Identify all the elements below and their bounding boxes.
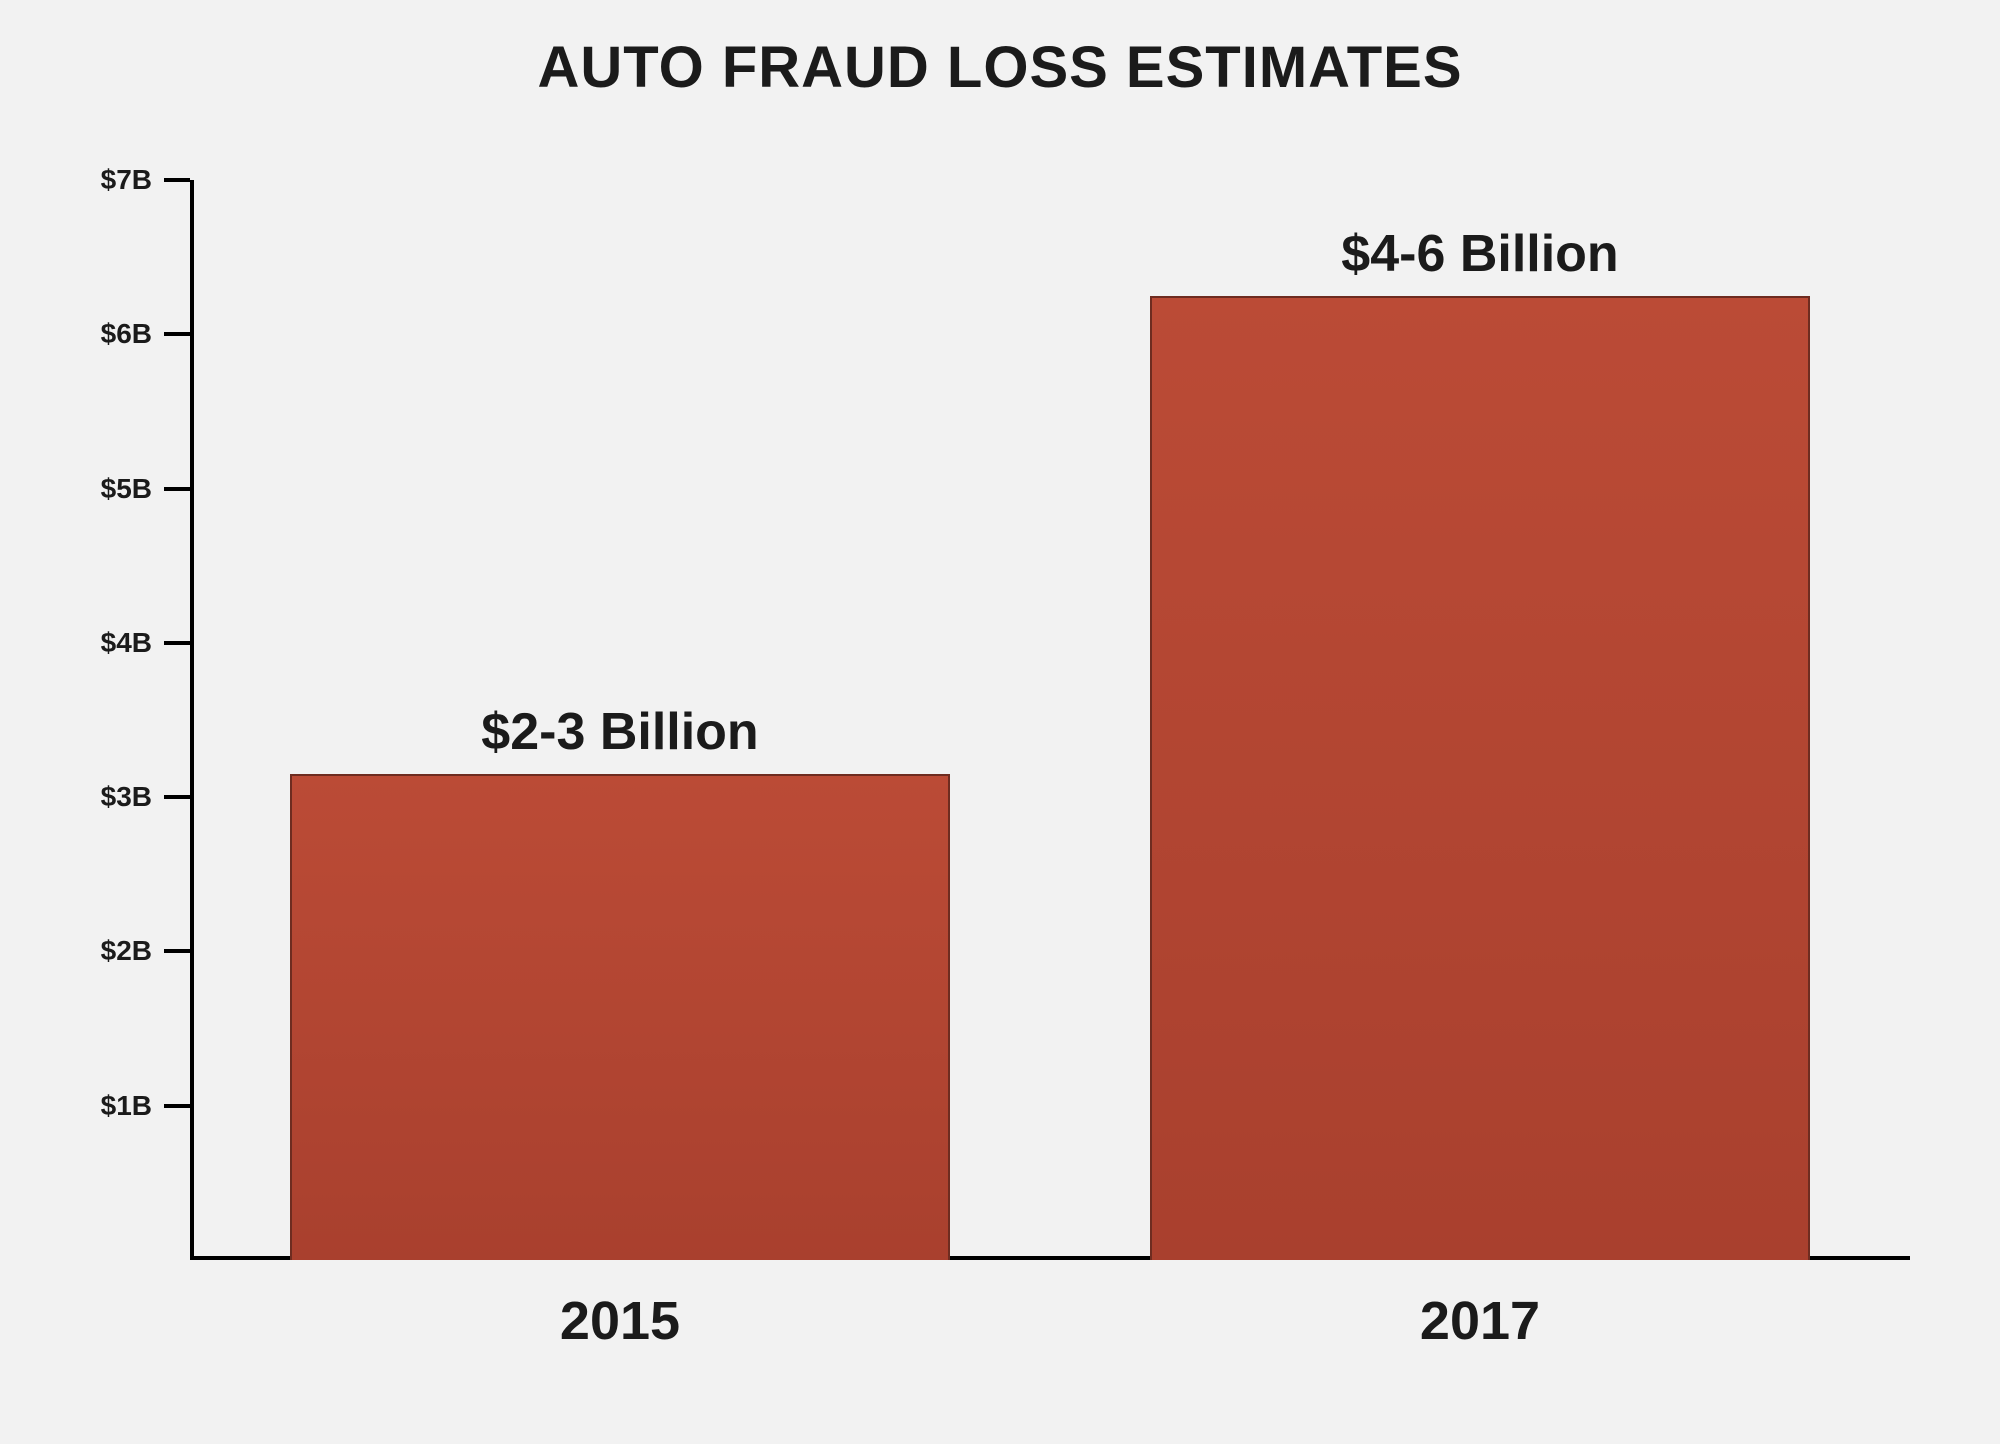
y-tick-mark	[164, 641, 190, 645]
plot-area: $1B$2B$3B$4B$5B$6B$7B $2-3 Billion$4-6 B…	[190, 180, 1910, 1260]
y-tick-mark	[164, 487, 190, 491]
bar-top-label: $2-3 Billion	[481, 702, 758, 762]
y-tick-label: $5B	[32, 473, 152, 505]
bar-slot: $2-3 Billion	[190, 180, 1050, 1260]
bars-container: $2-3 Billion $4-6 Billion	[190, 180, 1910, 1260]
y-tick-mark	[164, 1104, 190, 1108]
bar-slot: $4-6 Billion	[1050, 180, 1910, 1260]
bar-top-label: $4-6 Billion	[1341, 224, 1618, 284]
y-tick-mark	[164, 795, 190, 799]
y-tick-label: $1B	[32, 1090, 152, 1122]
y-tick-mark	[164, 949, 190, 953]
bar-rect	[290, 774, 950, 1260]
y-tick-label: $6B	[32, 318, 152, 350]
chart-title: AUTO FRAUD LOSS ESTIMATES	[0, 34, 2000, 101]
y-tick-mark	[164, 332, 190, 336]
y-tick-label: $7B	[32, 164, 152, 196]
x-category-label: 2015	[420, 1290, 820, 1352]
x-category-label: 2017	[1280, 1290, 1680, 1352]
y-tick-label: $4B	[32, 627, 152, 659]
y-tick-label: $2B	[32, 935, 152, 967]
y-tick-label: $3B	[32, 781, 152, 813]
y-tick-mark	[164, 178, 190, 182]
chart-canvas: AUTO FRAUD LOSS ESTIMATES $1B$2B$3B$4B$5…	[0, 0, 2000, 1444]
bar-rect	[1150, 296, 1810, 1260]
